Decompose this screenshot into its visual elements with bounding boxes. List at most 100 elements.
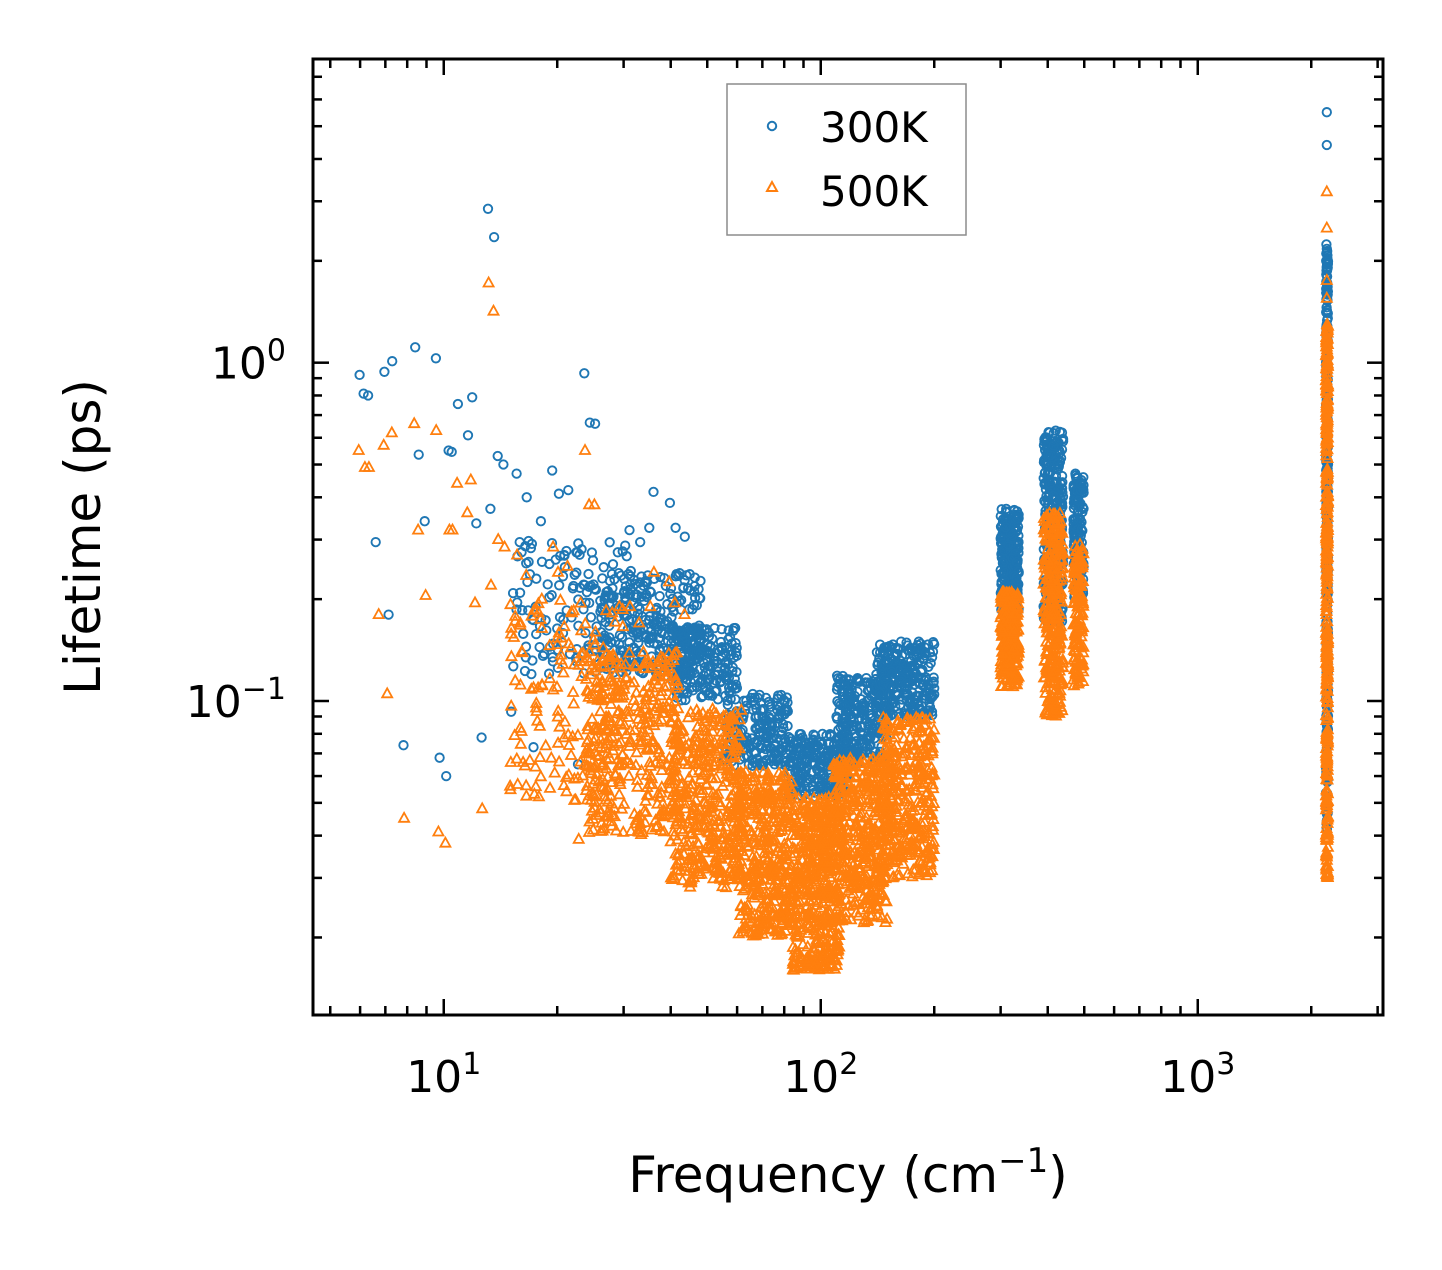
data-point-300k xyxy=(887,694,899,705)
data-point-500k xyxy=(558,714,572,727)
data-point-300k xyxy=(1056,427,1068,438)
data-point-300k xyxy=(527,655,538,666)
data-point-300k xyxy=(590,584,602,595)
data-point-300k xyxy=(847,679,858,690)
data-point-500k xyxy=(562,738,576,750)
data-point-300k xyxy=(885,681,896,692)
data-point-300k xyxy=(1012,521,1024,532)
data-point-300k xyxy=(640,576,651,587)
data-point-300k xyxy=(921,687,933,698)
data-point-300k xyxy=(706,661,718,672)
data-point-300k xyxy=(587,555,599,566)
data-point-300k xyxy=(462,430,474,441)
data-point-300k xyxy=(902,645,914,656)
data-point-300k xyxy=(817,738,828,750)
data-point-300k xyxy=(419,516,430,527)
data-point-500k xyxy=(510,751,524,764)
data-point-300k xyxy=(1045,478,1056,489)
data-point-300k xyxy=(787,756,798,768)
data-point-300k xyxy=(674,640,685,652)
data-point-300k xyxy=(929,639,940,650)
data-point-300k xyxy=(678,661,690,672)
data-point-300k xyxy=(832,733,843,744)
data-point-300k xyxy=(801,761,813,773)
data-point-500k xyxy=(515,644,529,656)
data-point-500k xyxy=(504,698,518,711)
data-point-300k xyxy=(728,652,740,663)
data-point-500k xyxy=(566,685,580,697)
data-point-300k xyxy=(629,574,640,586)
data-point-500k xyxy=(514,736,528,749)
data-point-300k xyxy=(1068,497,1080,508)
data-point-300k xyxy=(679,531,690,542)
data-point-500k xyxy=(533,750,547,762)
data-point-500k xyxy=(550,630,564,643)
data-point-300k xyxy=(1048,440,1059,451)
data-point-300k xyxy=(766,725,777,736)
data-point-500k xyxy=(589,787,603,800)
data-point-300k xyxy=(926,652,938,663)
data-point-300k xyxy=(568,580,579,592)
data-point-300k xyxy=(877,660,889,672)
data-point-500k xyxy=(557,778,571,790)
data-point-300k xyxy=(698,643,709,655)
data-point-300k xyxy=(507,587,519,599)
data-point-500k xyxy=(593,704,607,717)
data-point-500k xyxy=(550,637,564,649)
data-point-300k xyxy=(693,584,704,595)
data-point-300k xyxy=(569,569,580,580)
data-point-300k xyxy=(526,538,538,550)
data-point-300k xyxy=(635,536,646,548)
data-point-300k xyxy=(601,634,612,645)
data-point-500k xyxy=(559,784,574,797)
data-point-300k xyxy=(1043,468,1054,480)
data-point-300k xyxy=(624,524,635,536)
data-point-300k xyxy=(889,648,900,659)
data-point-500k xyxy=(622,768,636,781)
data-point-300k xyxy=(664,497,676,509)
data-point-300k xyxy=(814,780,825,792)
data-point-300k xyxy=(915,672,927,683)
data-point-300k xyxy=(430,353,442,364)
data-point-300k xyxy=(716,642,728,653)
data-point-300k xyxy=(783,731,794,743)
data-point-300k xyxy=(1321,288,1332,299)
data-point-300k xyxy=(413,449,424,460)
data-point-300k xyxy=(471,518,482,529)
data-point-300k xyxy=(535,516,547,527)
data-point-300k xyxy=(528,742,539,753)
data-point-300k xyxy=(756,742,767,754)
data-point-300k xyxy=(928,672,939,683)
data-point-300k xyxy=(1011,572,1022,584)
data-point-300k xyxy=(834,678,846,689)
data-point-300k xyxy=(506,706,517,717)
data-point-300k xyxy=(1077,501,1088,513)
data-point-500k xyxy=(614,734,628,747)
data-point-500k xyxy=(574,595,588,608)
data-point-500k xyxy=(546,682,560,695)
data-point-500k xyxy=(556,665,570,678)
data-point-300k xyxy=(597,573,608,584)
data-point-500k xyxy=(596,640,610,653)
data-point-500k xyxy=(572,657,586,670)
series-500k xyxy=(352,184,1335,975)
data-point-300k xyxy=(644,522,655,533)
data-point-500k xyxy=(559,770,573,782)
data-point-300k xyxy=(851,731,862,742)
data-point-300k xyxy=(752,692,763,703)
data-point-300k xyxy=(1322,256,1334,267)
data-point-300k xyxy=(601,586,612,598)
data-point-300k xyxy=(1009,504,1020,516)
data-point-500k xyxy=(623,756,638,769)
data-point-300k xyxy=(482,203,494,214)
data-point-300k xyxy=(1321,271,1333,282)
data-point-500k xyxy=(504,649,518,662)
data-point-500k xyxy=(519,788,533,801)
data-point-300k xyxy=(607,592,618,603)
data-point-300k xyxy=(1052,458,1063,469)
data-point-500k xyxy=(523,753,537,765)
data-point-300k xyxy=(579,368,590,379)
data-point-300k xyxy=(777,719,789,730)
data-point-300k xyxy=(895,655,906,667)
data-point-300k xyxy=(686,653,697,664)
